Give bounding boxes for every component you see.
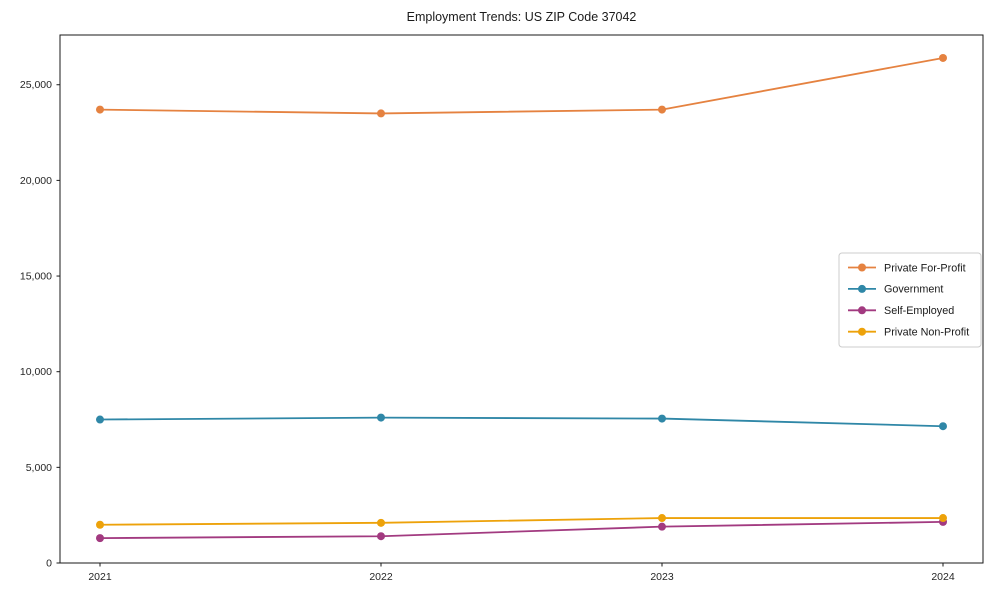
data-point-marker (96, 534, 104, 543)
data-point-marker (658, 414, 666, 423)
legend-marker (858, 284, 866, 293)
y-axis-tick-label: 25,000 (20, 79, 52, 91)
x-axis-tick-label: 2023 (650, 571, 674, 583)
plot-area-border (59, 34, 984, 564)
data-point-marker (377, 532, 385, 541)
data-point-marker (939, 514, 947, 523)
data-point-marker (377, 413, 385, 422)
series-line-private-for-profit (99, 57, 944, 115)
data-point-marker (96, 520, 104, 529)
legend-label: Government (884, 284, 943, 296)
data-point-marker (658, 514, 666, 523)
data-point-marker (377, 109, 385, 118)
y-axis-tick-label: 10,000 (20, 366, 52, 378)
legend-marker (858, 327, 866, 336)
series-line-government (99, 416, 944, 428)
y-axis-tick-label: 20,000 (20, 175, 52, 187)
series-line-private-non-profit (99, 517, 943, 526)
y-axis-tick-label: 0 (46, 558, 52, 570)
legend-label: Private Non-Profit (884, 327, 969, 339)
y-axis-tick-label: 5,000 (26, 462, 52, 474)
x-axis-tick-label: 2024 (931, 571, 955, 583)
x-axis-tick-label: 2022 (369, 571, 393, 583)
legend-marker (858, 306, 866, 315)
data-point-marker (658, 522, 666, 531)
data-point-marker (96, 105, 104, 114)
y-axis-tick-label: 15,000 (20, 271, 52, 283)
data-point-marker (939, 422, 947, 431)
chart-title: Employment Trends: US ZIP Code 37042 (406, 10, 637, 24)
data-point-marker (939, 53, 947, 62)
data-point-marker (96, 415, 104, 424)
legend-box (838, 252, 982, 348)
legend-label: Private For-Profit (884, 262, 966, 274)
legend-marker (858, 263, 866, 272)
x-axis-tick-label: 2021 (88, 571, 112, 583)
data-point-marker (658, 105, 666, 114)
legend-label: Self-Employed (884, 305, 954, 317)
series-line-self-employed (99, 520, 944, 540)
data-point-marker (377, 518, 385, 527)
